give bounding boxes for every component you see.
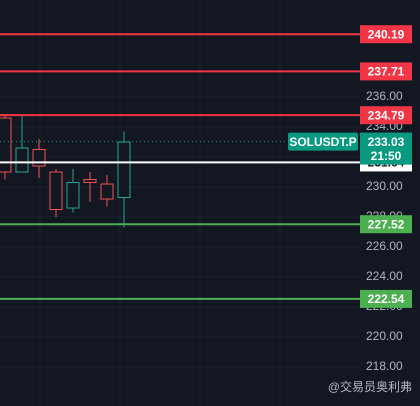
candle-body (0, 117, 12, 173)
candle-body (100, 183, 114, 200)
candle-body (15, 147, 29, 173)
candle-body (66, 182, 80, 209)
price-label-box (360, 62, 412, 81)
last-price-box (360, 132, 412, 165)
y-tick-label: 226.00 (366, 239, 403, 253)
price-label-box (360, 215, 412, 234)
price-label-box (360, 106, 412, 125)
price-label: 222.54 (368, 292, 405, 306)
symbol-box (288, 132, 358, 151)
last-price-label: 233.03 (368, 135, 405, 149)
price-label-box (360, 289, 412, 308)
price-label: 227.52 (368, 217, 405, 231)
symbol-label: SOLUSDT.P (289, 135, 356, 149)
price-label: 240.19 (368, 27, 405, 41)
y-tick-label: 224.00 (366, 269, 403, 283)
y-tick-label: 218.00 (366, 359, 403, 373)
y-tick-label: 220.00 (366, 329, 403, 343)
watermark: @交易员奥利弗 (328, 379, 412, 394)
y-tick-label: 236.00 (366, 89, 403, 103)
candle-body (83, 179, 97, 184)
candle-body (32, 149, 46, 167)
candle-body (117, 141, 131, 199)
price-label: 237.71 (368, 65, 405, 79)
price-label: 234.79 (368, 108, 405, 122)
y-tick-label: 230.00 (366, 179, 403, 193)
countdown-label: 21:50 (371, 149, 402, 163)
candle-body (49, 171, 63, 211)
price-label-box (360, 25, 412, 44)
